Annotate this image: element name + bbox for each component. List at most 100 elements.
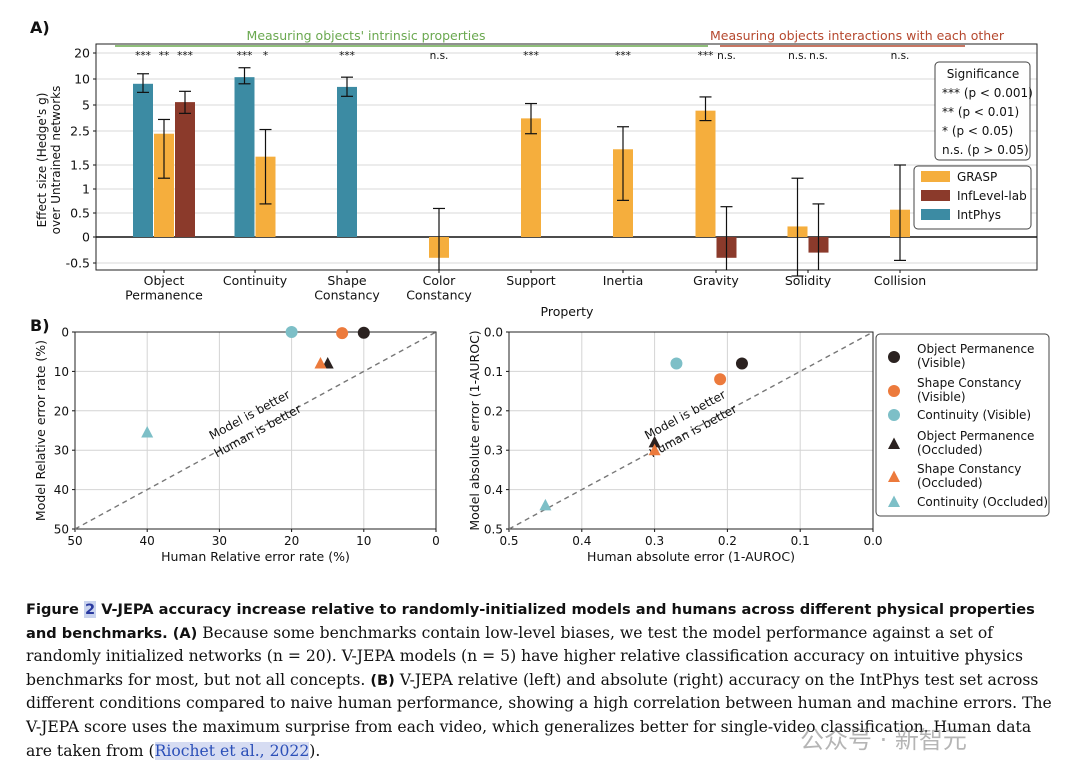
legend-label-continuity-occluded: Continuity (Occluded)	[917, 495, 1048, 509]
significance-marker: n.s.	[717, 50, 736, 62]
significance-marker: n.s.	[430, 50, 449, 62]
x-tick-label-object-permanence: Object Permanence	[125, 273, 203, 303]
point-continuity-occluded	[141, 425, 154, 438]
legend-swatch-intphys	[921, 209, 950, 220]
point-object-permanence-visible	[357, 326, 370, 339]
legend-label-inflevel-lab: InfLevel-lab	[957, 189, 1027, 203]
diagonal-line	[508, 331, 874, 530]
bar-intphys-continuity	[234, 77, 255, 237]
legend-marker-object-permanence-occluded	[888, 437, 900, 449]
x-tick-label: 40	[140, 534, 155, 548]
y-tick-label: 0.0	[484, 326, 503, 340]
point-shape-constancy-occluded	[648, 443, 661, 456]
significance-item: * (p < 0.05)	[942, 124, 1013, 138]
y-tick-label: 2.5	[70, 124, 90, 139]
bar-inflevel-lab-object-permanence	[175, 102, 195, 237]
point-continuity-occluded	[539, 498, 552, 511]
scatter-panel-b-absolute: 0.5 0.4 0.3 0.2 0.1 0.00.00.10.20.30.40.5Mode…	[467, 326, 1050, 564]
significance-item: ** (p < 0.01)	[942, 105, 1019, 119]
significance-item: *** (p < 0.001)	[942, 86, 1033, 100]
point-shape-constancy-occluded	[314, 357, 327, 369]
bar-grasp-support	[521, 118, 541, 237]
x-tick-label: 0	[432, 534, 440, 548]
x-tick-label: 0.5	[499, 534, 518, 548]
x-tick-label-collision: Collision	[874, 273, 926, 288]
interactions-annotation: Measuring objects interactions with each…	[710, 28, 1005, 43]
x-tick-label-gravity: Gravity	[693, 273, 739, 288]
legend-marker-shape-constancy-occluded	[888, 470, 900, 482]
significance-marker: ***	[339, 50, 355, 62]
significance-marker: n.s.	[891, 50, 910, 62]
bar-chart-panel-a: A) 20 10 5 2.5 1.5 1 0.5 0 -0.5 Effect size (Hedge…	[30, 18, 1038, 319]
point-continuity-visible	[670, 357, 683, 370]
legend-label-shape-constancy-occluded: Shape Constancy (Occluded)	[917, 462, 1021, 490]
significance-marker: n.s.	[809, 50, 828, 62]
intrinsic-annotation: Measuring objects' intrinsic properties	[247, 28, 486, 43]
y-tick-label: 0.5	[70, 206, 90, 221]
legend-marker-shape-constancy-visible	[888, 385, 900, 397]
legend-label-grasp: GRASP	[957, 170, 997, 184]
x-tick-label-shape-constancy: Shape Constancy	[314, 273, 380, 303]
citation-link[interactable]: Riochet et al., 2022	[154, 741, 310, 760]
x-tick-label: 0.1	[791, 534, 810, 548]
y-tick-label: 0.5	[484, 523, 503, 537]
x-tick-label: 0.4	[572, 534, 591, 548]
legend-label-object-permanence-occluded: Object Permanence (Occluded)	[917, 429, 1034, 457]
point-continuity-visible	[285, 326, 298, 338]
y-tick-label: 5	[82, 98, 90, 113]
panel-b-label: B)	[30, 316, 50, 335]
x-tick-label-color-constancy: Color Constancy	[406, 273, 472, 303]
point-shape-constancy-visible	[336, 327, 349, 340]
y-tick-label: 0	[82, 230, 90, 245]
legend-label-shape-constancy-visible: Shape Constancy (Visible)	[917, 376, 1021, 404]
y-axis-label-line2: over Untrained networks	[49, 86, 63, 235]
y-tick-label: 1	[82, 182, 90, 197]
point-object-permanence-occluded	[648, 435, 661, 448]
significance-marker: **	[159, 50, 170, 62]
x-tick-label: 20	[284, 534, 299, 548]
significance-marker: ***	[177, 50, 193, 62]
y-tick-label: 0.1	[484, 365, 503, 379]
x-tick-label: 30	[212, 534, 227, 548]
significance-marker: n.s.	[788, 50, 807, 62]
y-axis-label-line1: Effect size (Hedge's g)	[35, 93, 49, 228]
plot-frame	[74, 331, 437, 530]
x-tick-label: 0.0	[863, 534, 882, 548]
significance-marker: ***	[237, 50, 253, 62]
legend-swatch-grasp	[921, 171, 950, 182]
x-tick-label: 0.3	[645, 534, 664, 548]
diagonal-line	[74, 331, 437, 530]
legend-label-intphys: IntPhys	[957, 208, 1001, 222]
x-tick-label: 50	[67, 534, 82, 548]
y-tick-label: 0.3	[484, 444, 503, 458]
caption-title: V-JEPA accuracy increase relative to ran…	[26, 601, 1035, 642]
y-tick-label: 10	[54, 365, 69, 379]
y-tick-label: -0.5	[66, 256, 90, 271]
bar-grasp-object-permanence	[154, 133, 174, 237]
significance-item: n.s. (p > 0.05)	[942, 143, 1029, 157]
significance-marker: ***	[615, 50, 631, 62]
y-tick-label: 40	[54, 483, 69, 497]
caption-figure-word: Figure	[26, 601, 84, 618]
y-tick-label: 10	[74, 72, 90, 87]
caption-figure-number[interactable]: 2	[83, 601, 97, 618]
x-tick-label-support: Support	[506, 273, 556, 288]
bar-intphys-object-permanence	[133, 83, 153, 237]
panel-a-label: A)	[30, 18, 50, 37]
caption-end: ).	[309, 741, 321, 760]
legend-label-continuity-visible: Continuity (Visible)	[917, 408, 1031, 422]
figure-caption: Figure 2 V-JEPA accuracy increase relati…	[26, 598, 1056, 763]
y-tick-label: 1.5	[70, 158, 90, 173]
y-tick-label: 20	[74, 46, 90, 61]
legend-marker-continuity-occluded	[888, 495, 900, 507]
legend-marker-object-permanence-visible	[888, 351, 900, 363]
legend-marker-continuity-visible	[888, 409, 900, 421]
plot-frame	[95, 43, 1038, 271]
y-tick-label: 0	[61, 326, 69, 340]
point-shape-constancy-visible	[714, 373, 727, 386]
significance-marker: ***	[135, 50, 151, 62]
significance-box	[934, 61, 1031, 161]
y-tick-label: 0.2	[484, 404, 503, 418]
y-tick-label: 20	[54, 404, 69, 418]
